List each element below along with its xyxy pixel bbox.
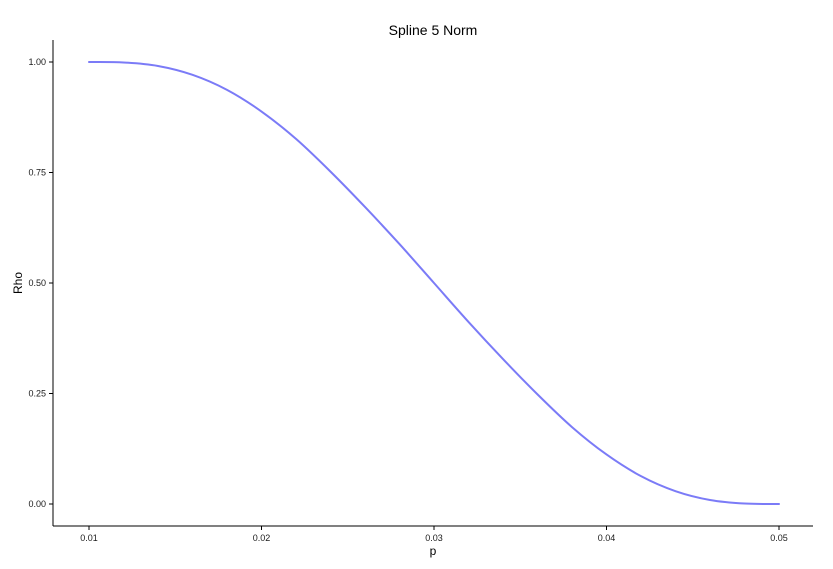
y-tick-label: 0.50 xyxy=(28,278,46,288)
y-tick-label: 1.00 xyxy=(28,57,46,67)
y-axis-title: Rho xyxy=(11,272,25,294)
y-tick-label: 0.25 xyxy=(28,389,46,399)
y-tick-label: 0.75 xyxy=(28,168,46,178)
x-ticks: 0.01 0.02 0.03 0.04 0.05 xyxy=(80,526,788,543)
series-layer xyxy=(88,60,780,506)
y-tick-label: 0.00 xyxy=(28,499,46,509)
x-tick-label: 0.01 xyxy=(80,533,98,543)
x-tick-label: 0.04 xyxy=(598,533,616,543)
x-tick-label: 0.03 xyxy=(425,533,443,543)
series-line xyxy=(88,60,780,506)
chart-title: Spline 5 Norm xyxy=(389,22,478,38)
y-ticks: 0.00 0.25 0.50 0.75 1.00 xyxy=(28,57,53,509)
x-tick-label: 0.05 xyxy=(770,533,788,543)
x-axis-title: p xyxy=(430,544,437,558)
x-tick-label: 0.02 xyxy=(253,533,271,543)
